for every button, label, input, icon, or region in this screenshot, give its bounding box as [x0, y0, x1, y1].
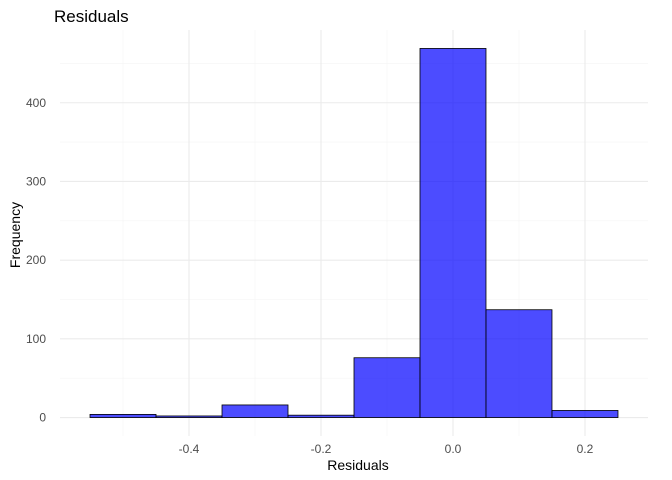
histogram-bar-6 — [485, 309, 553, 418]
histogram-bar-2 — [221, 404, 289, 418]
x-tick-label: -0.4 — [179, 442, 200, 456]
histogram-bar-4 — [353, 357, 421, 418]
x-tick-labels: -0.4 -0.2 0.0 0.2 — [179, 442, 594, 456]
y-tick-labels: 0 100 200 300 400 — [26, 96, 46, 425]
y-tick-label: 200 — [26, 253, 46, 267]
x-tick-label: 0.0 — [445, 442, 462, 456]
chart-title: Residuals — [54, 7, 129, 26]
y-tick-label: 300 — [26, 174, 46, 188]
x-axis-title: Residuals — [327, 457, 388, 473]
bars-group — [89, 48, 619, 418]
x-tick-label: -0.2 — [311, 442, 332, 456]
histogram-bar-0 — [89, 413, 157, 418]
y-tick-label: 100 — [26, 332, 46, 346]
y-axis-title: Frequency — [7, 202, 23, 268]
histogram-bar-5 — [419, 48, 487, 418]
x-tick-label: 0.2 — [577, 442, 594, 456]
y-tick-label: 400 — [26, 96, 46, 110]
y-tick-label: 0 — [39, 411, 46, 425]
histogram-bar-1 — [155, 415, 223, 418]
histogram-bar-3 — [287, 414, 355, 418]
histogram-bar-7 — [551, 410, 619, 418]
